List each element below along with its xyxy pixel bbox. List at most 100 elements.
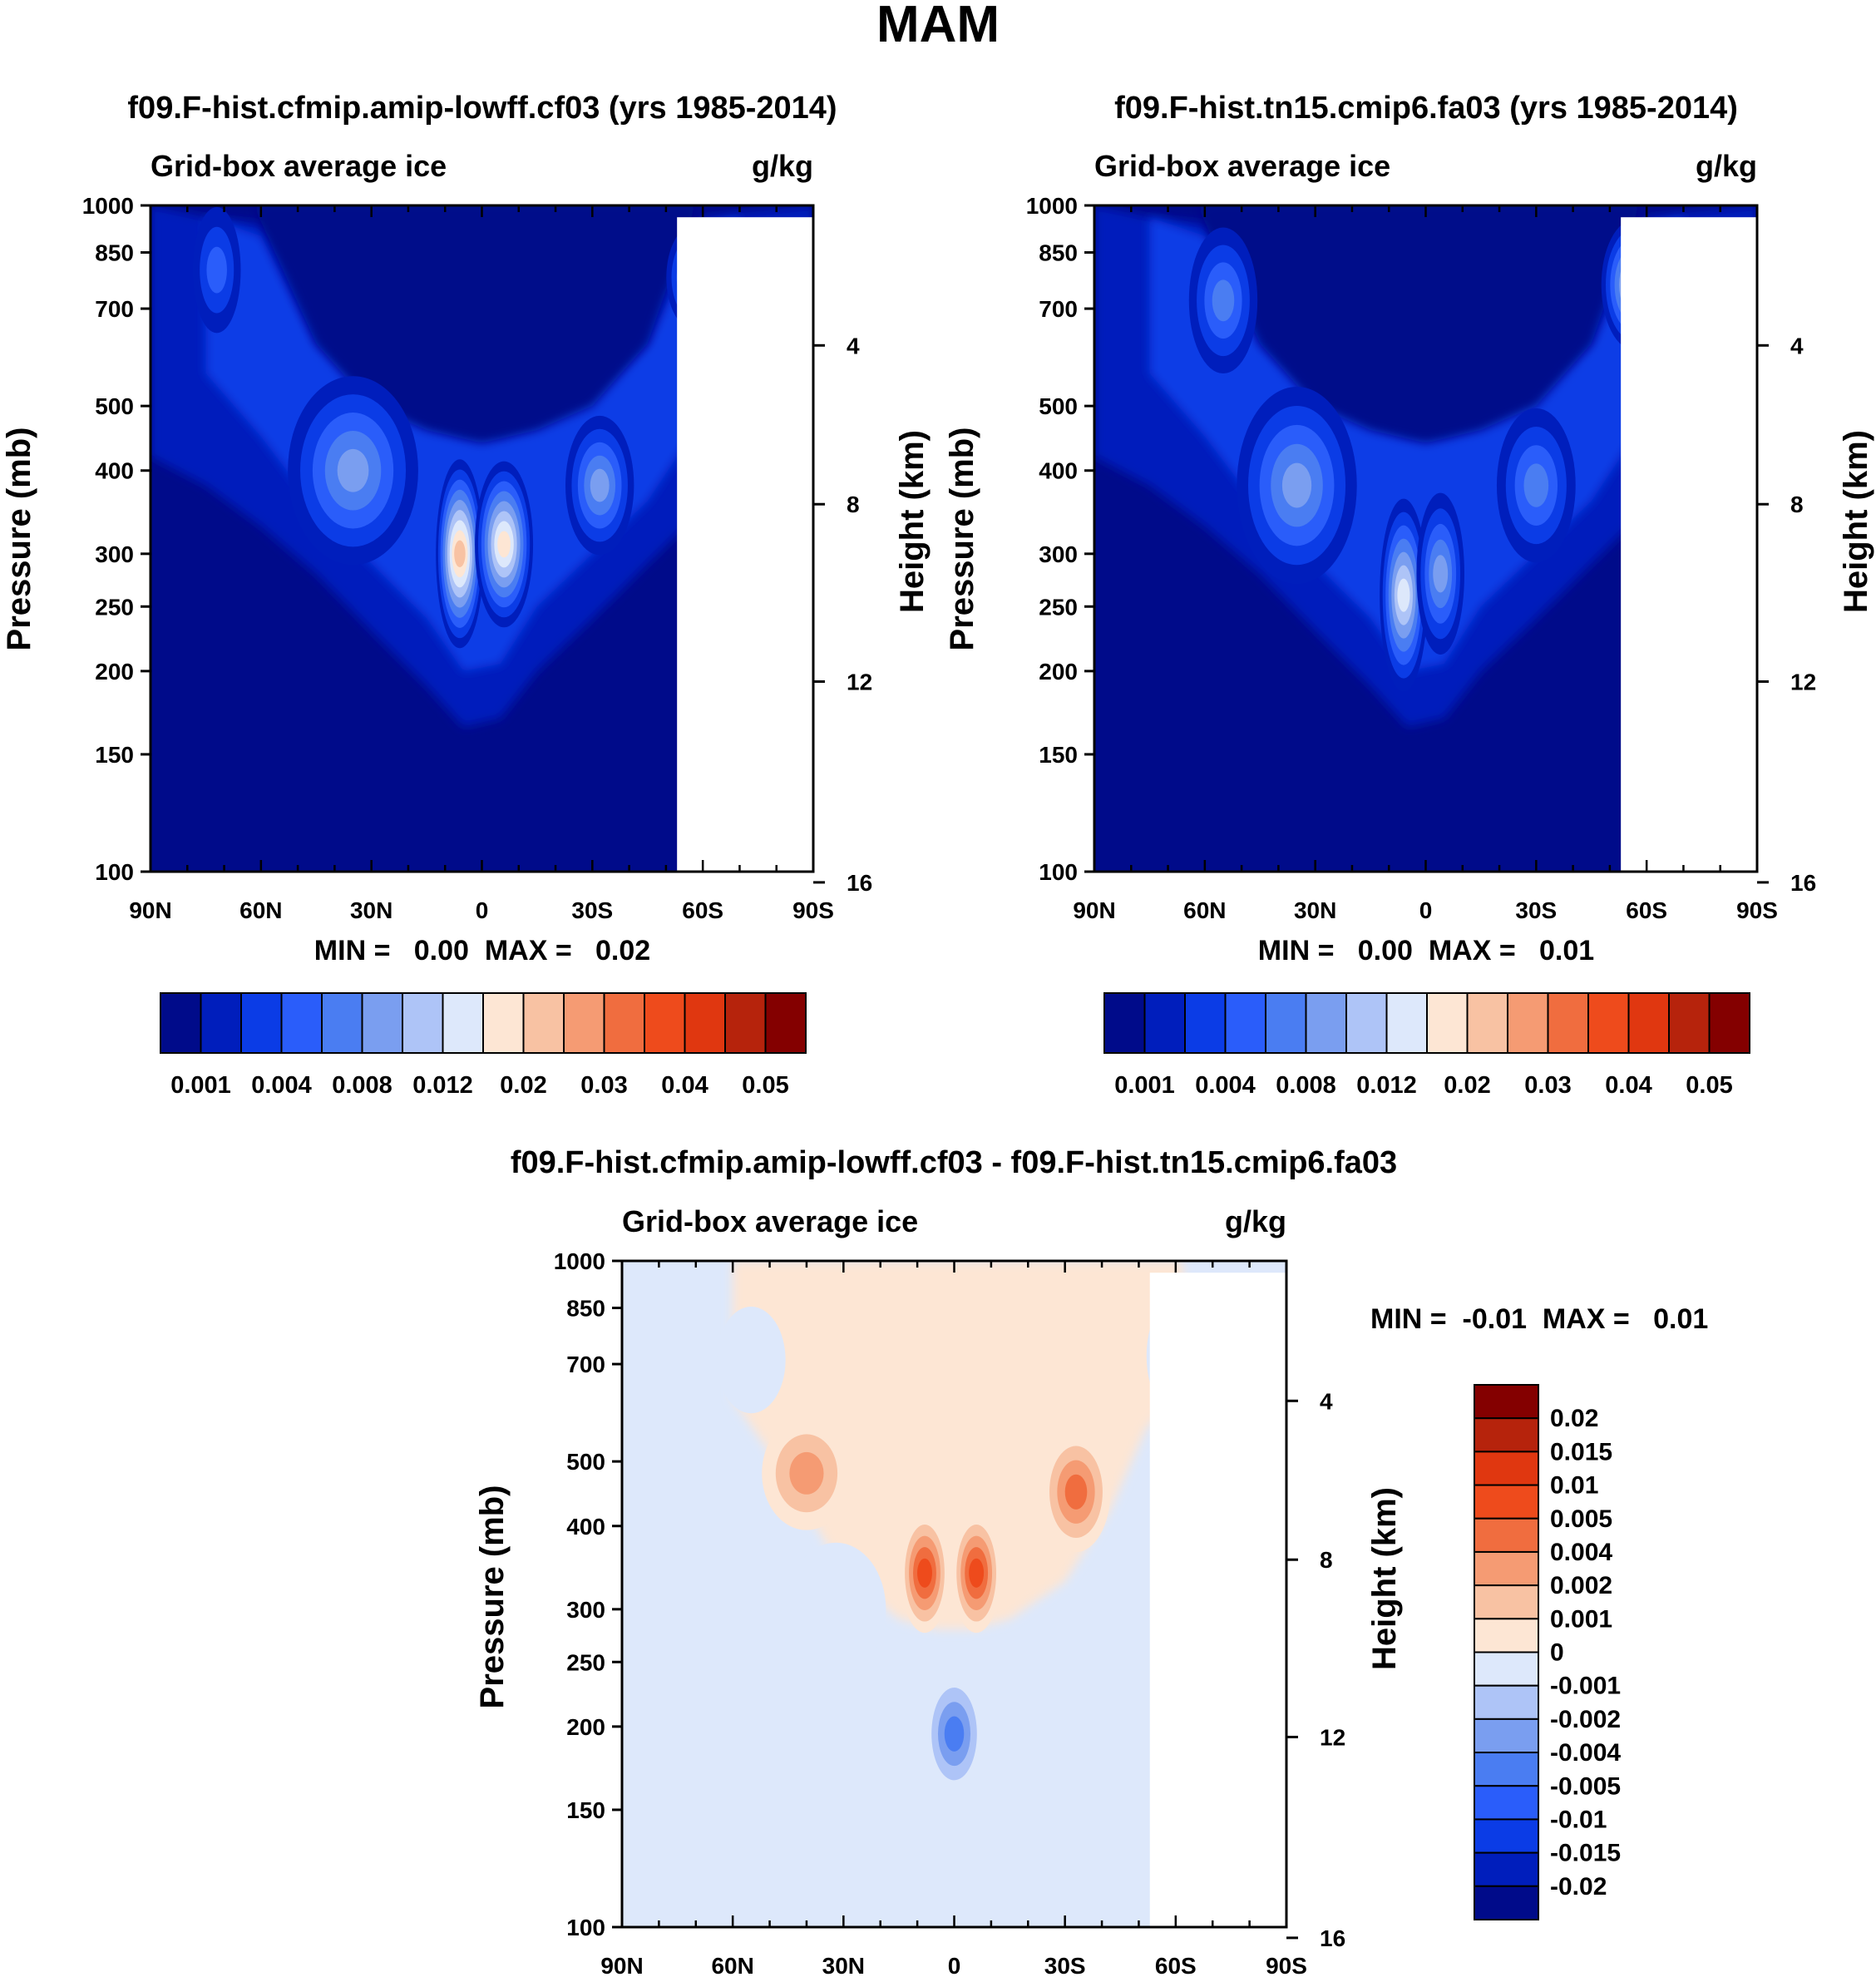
- pressure-tick-label: 500: [95, 393, 134, 419]
- colorbar-label: -0.002: [1550, 1706, 1621, 1733]
- colorbar-box: [160, 992, 202, 1054]
- colorbar-box: [1547, 992, 1589, 1054]
- contour-band: [1433, 555, 1449, 593]
- height-axis-label: Height (km): [894, 430, 931, 613]
- panel-variable-label: Grid-box average ice: [1094, 149, 1390, 183]
- colorbar-box: [1474, 1818, 1539, 1854]
- colorbar: 0.02 0.015 0.01 0.005 0.004 0.002 0.001 0 -0.001…: [1474, 1384, 1621, 1920]
- colorbar-box: [482, 992, 525, 1054]
- contour-band: [590, 468, 610, 502]
- colorbar-label: 0.012: [412, 1072, 473, 1099]
- lat-tick-label: 90N: [1073, 897, 1115, 923]
- colorbar-box: [361, 992, 403, 1054]
- height-tick-label: 12: [1790, 669, 1816, 694]
- height-tick-label: 4: [1790, 333, 1804, 358]
- pressure-tick-label: 400: [1039, 458, 1078, 484]
- colorbar-label: 0.02: [500, 1072, 546, 1099]
- lat-tick-label: 0: [476, 897, 489, 923]
- height-tick-label: 8: [847, 492, 860, 517]
- colorbar-label: 0.04: [1605, 1072, 1651, 1099]
- colorbar-box: [603, 992, 645, 1054]
- contour-band: [1064, 1474, 1088, 1510]
- colorbar-label: -0.02: [1550, 1873, 1607, 1900]
- colorbar-label: 0.002: [1550, 1572, 1612, 1599]
- pressure-tick-label: 850: [566, 1296, 605, 1322]
- colorbar-box: [1426, 992, 1469, 1054]
- lat-tick-label: 60S: [1626, 897, 1667, 923]
- lat-tick-label: 0: [948, 1953, 961, 1979]
- colorbar-box: [684, 992, 726, 1054]
- pressure-tick-label: 200: [566, 1714, 605, 1740]
- lat-tick-label: 30S: [1044, 1953, 1086, 1979]
- colorbar-box: [1103, 992, 1146, 1054]
- pressure-tick-label: 100: [1039, 859, 1078, 885]
- height-tick-label: 8: [1790, 492, 1804, 517]
- colorbar-box: [1474, 1584, 1539, 1620]
- colorbar-box: [1587, 992, 1630, 1054]
- plot-axes: 100 150 200 250 300 400 500 700 850 1000 16 12 8 4 90N…: [1026, 193, 1816, 923]
- height-tick-label: 4: [1320, 1388, 1333, 1414]
- pressure-tick-label: 300: [95, 541, 134, 567]
- colorbar-box: [1474, 1885, 1539, 1920]
- height-axis-label: Height (km): [1366, 1487, 1403, 1670]
- min-max-label: MIN = 0.00 MAX = 0.02: [314, 935, 650, 966]
- contour-plot: [1094, 205, 1757, 872]
- colorbar-label: 0.01: [1550, 1472, 1598, 1500]
- lat-tick-label: 60S: [1155, 1953, 1197, 1979]
- lat-tick-label: 30N: [350, 897, 392, 923]
- colorbar-box: [1668, 992, 1711, 1054]
- contour-band: [454, 540, 466, 567]
- pressure-tick-label: 250: [95, 594, 134, 620]
- pressure-tick-label: 1000: [554, 1248, 605, 1274]
- contour-fill: [151, 205, 813, 872]
- colorbar-label: 0.05: [1686, 1072, 1732, 1099]
- lat-tick-label: 30N: [822, 1953, 865, 1979]
- colorbar-label: 0.03: [1524, 1072, 1571, 1099]
- colorbar-box: [1474, 1752, 1539, 1787]
- min-max-label: MIN = 0.00 MAX = 0.01: [1258, 935, 1594, 966]
- colorbar-label: 0.015: [1550, 1438, 1612, 1465]
- contour-band: [205, 217, 740, 671]
- pressure-tick-label: 500: [1039, 393, 1078, 419]
- contour-band: [1397, 578, 1410, 612]
- colorbar: 0.001 0.004 0.008 0.012 0.02 0.03 0.04 0.05: [1103, 992, 1750, 1099]
- colorbar-label: 0: [1550, 1639, 1564, 1667]
- colorbar-box: [1385, 992, 1428, 1054]
- colorbar-box: [1708, 992, 1750, 1054]
- pressure-tick-label: 850: [1039, 240, 1078, 266]
- contour-band: [944, 1716, 965, 1752]
- lat-tick-label: 30N: [1294, 897, 1336, 923]
- colorbar-label: 0.005: [1550, 1505, 1612, 1533]
- season-title: MAM: [876, 0, 1000, 53]
- colorbar-label: 0.04: [661, 1072, 708, 1099]
- height-axis-label: Height (km): [1838, 430, 1874, 613]
- colorbar-box: [644, 992, 686, 1054]
- height-tick-label: 16: [847, 870, 872, 896]
- pressure-tick-label: 400: [566, 1514, 605, 1540]
- lat-tick-label: 90N: [129, 897, 171, 923]
- colorbar: 0.001 0.004 0.008 0.012 0.02 0.03 0.04 0.05: [160, 992, 807, 1099]
- pressure-tick-label: 700: [566, 1352, 605, 1377]
- height-tick-label: 12: [1320, 1724, 1345, 1750]
- pressure-tick-label: 850: [95, 240, 134, 266]
- colorbar-box: [563, 992, 605, 1054]
- colorbar-box: [1143, 992, 1186, 1054]
- height-tick-label: 16: [1320, 1925, 1345, 1951]
- height-tick-label: 8: [1320, 1547, 1333, 1573]
- colorbar-label: 0.03: [580, 1072, 627, 1099]
- colorbar-box: [1474, 1550, 1539, 1587]
- missing-data: [1621, 217, 1757, 872]
- colorbar-box: [240, 992, 283, 1054]
- missing-data: [1149, 1273, 1286, 1927]
- pressure-tick-label: 200: [1039, 659, 1078, 685]
- height-tick-label: 12: [847, 669, 872, 694]
- contour-fill: [1094, 205, 1757, 872]
- contour-band: [206, 246, 227, 294]
- lat-tick-label: 60S: [682, 897, 723, 923]
- pressure-tick-label: 300: [1039, 541, 1078, 567]
- contour-plot: [622, 1261, 1286, 1927]
- colorbar-label: 0.012: [1356, 1072, 1417, 1099]
- pressure-tick-label: 300: [566, 1597, 605, 1623]
- pressure-tick-label: 100: [95, 859, 134, 885]
